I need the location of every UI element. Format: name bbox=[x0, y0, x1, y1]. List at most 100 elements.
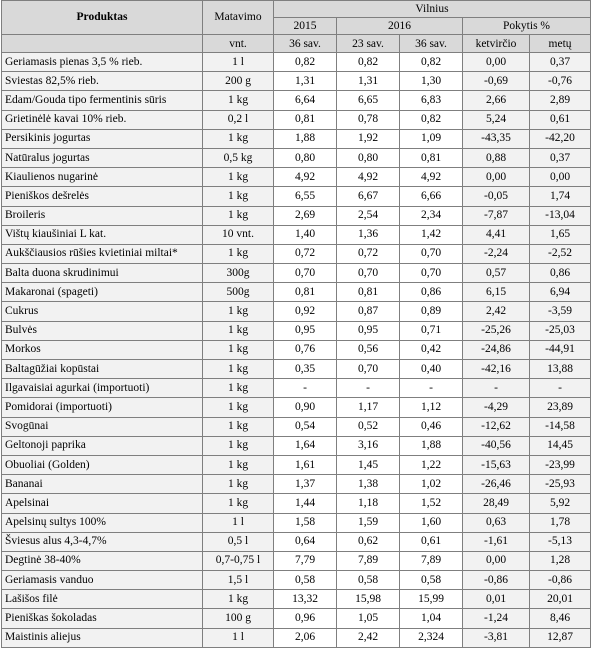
cell-product-name: Persikinis jogurtas bbox=[1, 128, 203, 149]
cell-product-name: Pieniškos dešrelės bbox=[1, 186, 203, 207]
header-region: Vilnius bbox=[272, 0, 592, 18]
cell-change-quarter: 2,42 bbox=[462, 301, 530, 322]
cell-price-2016-week36: 1,30 bbox=[399, 71, 463, 92]
cell-change-year: 5,92 bbox=[528, 493, 592, 514]
cell-change-year: 1,74 bbox=[528, 186, 592, 207]
table-row: Sviestas 82,5% rieb. 200 g 1,31 1,31 1,30 -0,… bbox=[1, 71, 592, 92]
cell-price-2015-week36: 6,64 bbox=[273, 90, 337, 111]
cell-price-2016-week23: 7,89 bbox=[336, 550, 400, 572]
cell-price-2016-week23: 1,38 bbox=[336, 474, 400, 495]
cell-product-name: Aukščiausios rūšies kvietiniai miltai* bbox=[1, 243, 203, 265]
cell-unit: 0,5 l bbox=[202, 531, 274, 552]
cell-change-quarter: 28,49 bbox=[462, 493, 530, 514]
cell-change-year: 8,46 bbox=[528, 608, 592, 629]
header-change-year: metų bbox=[528, 34, 592, 53]
cell-price-2015-week36: 6,55 bbox=[273, 186, 337, 207]
cell-change-quarter: 4,41 bbox=[462, 224, 530, 245]
cell-unit: 1 kg bbox=[202, 301, 274, 322]
cell-price-2016-week23: 1,45 bbox=[336, 454, 400, 476]
cell-price-2016-week23: 1,92 bbox=[336, 128, 400, 149]
cell-product-name: Bulvės bbox=[1, 320, 203, 341]
cell-unit: 1 l bbox=[202, 512, 274, 533]
table-row: Apelsinai 1 kg 1,44 1,18 1,52 28,49 5,92 bbox=[1, 493, 592, 514]
cell-price-2016-week23: 2,54 bbox=[336, 205, 400, 226]
cell-change-quarter: 2,66 bbox=[462, 90, 530, 111]
header-change-quarter: ketvirčio bbox=[462, 34, 530, 53]
cell-price-2016-week36: 0,58 bbox=[399, 570, 463, 591]
cell-unit: 1 kg bbox=[202, 320, 274, 341]
cell-price-2016-week36: 0,70 bbox=[399, 263, 463, 284]
table-row: Edam/Gouda tipo fermentinis sūris 1 kg 6,6… bbox=[1, 90, 592, 111]
cell-price-2016-week36: 6,66 bbox=[399, 186, 463, 207]
cell-change-year: -23,99 bbox=[528, 454, 592, 476]
cell-change-year: 6,94 bbox=[528, 282, 592, 303]
cell-change-quarter: 0,63 bbox=[462, 512, 530, 533]
cell-change-year: -25,93 bbox=[528, 474, 592, 495]
cell-change-year: - bbox=[528, 378, 592, 399]
cell-price-2015-week36: 0,58 bbox=[273, 570, 337, 591]
cell-change-quarter: 0,88 bbox=[462, 147, 530, 169]
cell-price-2016-week36: 0,89 bbox=[399, 301, 463, 322]
cell-price-2016-week36: 1,02 bbox=[399, 474, 463, 495]
cell-product-name: Geriamasis pienas 3,5 % rieb. bbox=[1, 51, 203, 73]
table-row: Šviesus alus 4,3-4,7% 0,5 l 0,64 0,62 0,61 -1… bbox=[1, 531, 592, 552]
cell-price-2016-week36: 7,89 bbox=[399, 550, 463, 572]
cell-product-name: Cukrus bbox=[1, 301, 203, 322]
cell-price-2015-week36: 0,76 bbox=[273, 339, 337, 361]
cell-unit: 0,7-0,75 l bbox=[202, 550, 274, 572]
cell-price-2015-week36: 2,06 bbox=[273, 627, 337, 648]
cell-price-2015-week36: 0,82 bbox=[273, 51, 337, 73]
cell-price-2016-week23: 1,36 bbox=[336, 224, 400, 245]
cell-price-2016-week36: 0,82 bbox=[399, 51, 463, 73]
cell-unit: 1 kg bbox=[202, 416, 274, 437]
cell-change-year: 13,88 bbox=[528, 358, 592, 380]
cell-price-2015-week36: 0,81 bbox=[273, 109, 337, 130]
table-row: Svogūnai 1 kg 0,54 0,52 0,46 -12,62 -14,58 bbox=[1, 416, 592, 437]
cell-change-quarter: -0,05 bbox=[462, 186, 530, 207]
cell-price-2016-week36: 0,81 bbox=[399, 147, 463, 169]
cell-change-year: 12,87 bbox=[528, 627, 592, 648]
cell-product-name: Svogūnai bbox=[1, 416, 203, 437]
table-row: Bulvės 1 kg 0,95 0,95 0,71 -25,26 -25,03 bbox=[1, 320, 592, 341]
cell-product-name: Degtinė 38-40% bbox=[1, 550, 203, 572]
cell-product-name: Grietinėlė kavai 10% rieb. bbox=[1, 109, 203, 130]
cell-price-2016-week23: 0,70 bbox=[336, 358, 400, 380]
cell-change-quarter: -2,24 bbox=[462, 243, 530, 265]
cell-price-2016-week36: 0,70 bbox=[399, 243, 463, 265]
header-unit-sub: vnt. bbox=[202, 34, 274, 53]
cell-change-year: 0,00 bbox=[528, 167, 592, 188]
cell-price-2016-week23: 1,05 bbox=[336, 608, 400, 629]
cell-product-name: Broileris bbox=[1, 205, 203, 226]
cell-price-2016-week36: 2,34 bbox=[399, 205, 463, 226]
cell-change-quarter: -0,69 bbox=[462, 71, 530, 92]
cell-product-name: Baltagūžiai kopūstai bbox=[1, 358, 203, 380]
cell-price-2016-week23: 0,81 bbox=[336, 282, 400, 303]
table-row: Bananai 1 kg 1,37 1,38 1,02 -26,46 -25,93 bbox=[1, 474, 592, 495]
cell-price-2016-week23: 1,59 bbox=[336, 512, 400, 533]
cell-price-2015-week36: 0,92 bbox=[273, 301, 337, 322]
table-row: Aukščiausios rūšies kvietiniai miltai* 1 … bbox=[1, 243, 592, 265]
cell-product-name: Maistinis aliejus bbox=[1, 627, 203, 648]
cell-change-quarter: -43,35 bbox=[462, 128, 530, 149]
cell-price-2016-week36: 0,86 bbox=[399, 282, 463, 303]
cell-change-year: 0,61 bbox=[528, 109, 592, 130]
cell-price-2016-week23: 0,70 bbox=[336, 263, 400, 284]
cell-change-year: -3,59 bbox=[528, 301, 592, 322]
cell-unit: 1 kg bbox=[202, 589, 274, 610]
cell-change-quarter: -12,62 bbox=[462, 416, 530, 437]
cell-price-2016-week36: 1,88 bbox=[399, 435, 463, 456]
cell-price-2016-week23: 3,16 bbox=[336, 435, 400, 456]
cell-change-year: 0,37 bbox=[528, 51, 592, 73]
cell-price-2015-week36: 0,64 bbox=[273, 531, 337, 552]
cell-price-2016-week23: 0,72 bbox=[336, 243, 400, 265]
cell-unit: 500g bbox=[202, 282, 274, 303]
cell-price-2016-week23: 0,56 bbox=[336, 339, 400, 361]
cell-product-name: Ilgavaisiai agurkai (importuoti) bbox=[1, 378, 203, 399]
cell-change-quarter: 0,00 bbox=[462, 167, 530, 188]
cell-product-name: Vištų kiaušiniai L kat. bbox=[1, 224, 203, 245]
cell-price-2015-week36: 7,79 bbox=[273, 550, 337, 572]
cell-change-year: -14,58 bbox=[528, 416, 592, 437]
cell-unit: 1 kg bbox=[202, 454, 274, 476]
table-row: Maistinis aliejus 1 l 2,06 2,42 2,324 -3,81 12… bbox=[1, 627, 592, 648]
